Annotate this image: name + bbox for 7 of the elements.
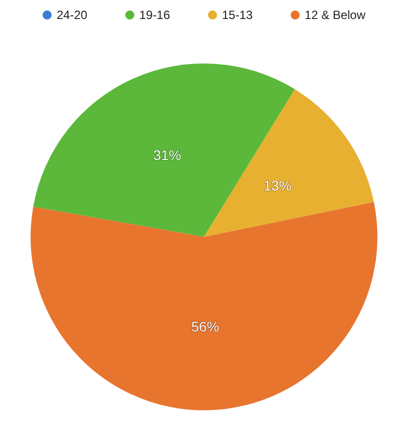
legend-label: 15-13	[222, 8, 254, 22]
data-label: 13%	[263, 177, 292, 194]
legend-label: 19-16	[139, 8, 170, 22]
data-label: 56%	[191, 318, 220, 335]
data-label: 31%	[153, 147, 182, 164]
legend-label: 24-20	[56, 8, 88, 22]
legend-label: 12 & Below	[304, 8, 366, 22]
